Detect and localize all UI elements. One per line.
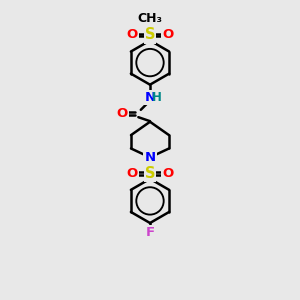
Text: S: S (145, 28, 155, 43)
Text: O: O (162, 28, 173, 41)
Text: O: O (127, 28, 138, 41)
Text: O: O (127, 167, 138, 180)
Text: S: S (145, 166, 155, 181)
Text: CH₃: CH₃ (137, 12, 163, 25)
Text: O: O (162, 167, 173, 180)
Text: N: N (144, 91, 156, 104)
Text: H: H (152, 91, 162, 104)
Text: N: N (144, 151, 156, 164)
Text: O: O (117, 107, 128, 120)
Text: F: F (146, 226, 154, 239)
